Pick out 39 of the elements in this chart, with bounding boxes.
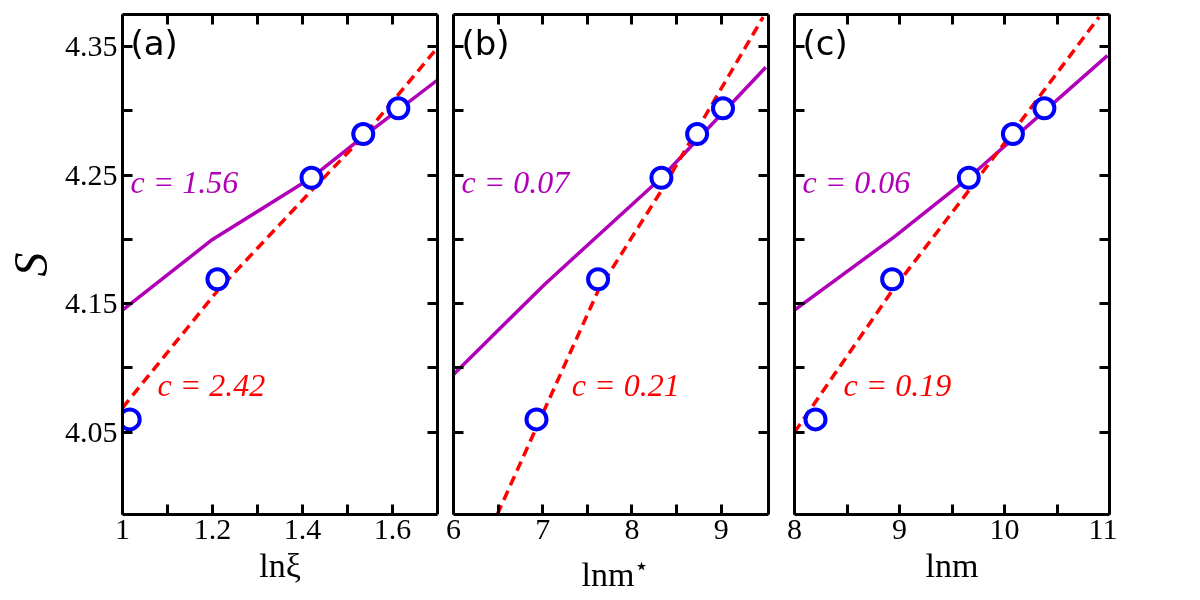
- point: [205, 267, 230, 292]
- point: [710, 96, 735, 121]
- annotation: (b): [461, 22, 510, 63]
- x-tick-label: 1.4: [283, 511, 322, 545]
- annotation: c = 0.06: [802, 164, 911, 200]
- annotation: (c): [802, 22, 848, 63]
- point: [351, 122, 376, 147]
- y-tick-label: 4.35: [65, 29, 118, 63]
- y-axis-title: S: [4, 252, 57, 277]
- x-tick-label: 9: [713, 511, 729, 545]
- annotation: c = 0.19: [843, 366, 952, 403]
- annotation: c = 0.07: [461, 164, 572, 200]
- point: [524, 407, 549, 432]
- y-tick-label: 4.25: [65, 157, 118, 191]
- x-axis-title: lnm: [925, 546, 979, 584]
- x-tick-label: 1.2: [193, 511, 232, 545]
- x-tick-label: 9: [892, 511, 907, 545]
- x-tick-label: 6: [446, 511, 461, 545]
- annotation: c = 1.56: [130, 164, 239, 200]
- point: [299, 165, 324, 190]
- x-axis-title: lnm$^{⋆}$: [581, 552, 650, 596]
- line-series: [122, 78, 438, 312]
- x-tick-label: 10: [989, 511, 1020, 545]
- point: [586, 267, 611, 292]
- y-tick-label: 4.15: [65, 286, 118, 320]
- point: [685, 122, 710, 147]
- annotation: c = 0.21: [571, 366, 680, 403]
- annotation: c = 2.42: [157, 366, 266, 403]
- y-tick-label: 4.05: [65, 414, 118, 448]
- point: [386, 96, 411, 121]
- x-axis-title: lnξ: [259, 546, 301, 584]
- annotation: (a): [130, 22, 178, 63]
- x-tick-label: 7: [535, 511, 551, 545]
- x-tick-label: 11: [1088, 511, 1118, 545]
- x-tick-label: 1: [115, 511, 130, 545]
- x-tick-label: 8: [624, 511, 640, 545]
- x-tick-label: 8: [787, 511, 802, 545]
- point: [649, 165, 674, 190]
- x-tick-label: 1.6: [373, 511, 412, 545]
